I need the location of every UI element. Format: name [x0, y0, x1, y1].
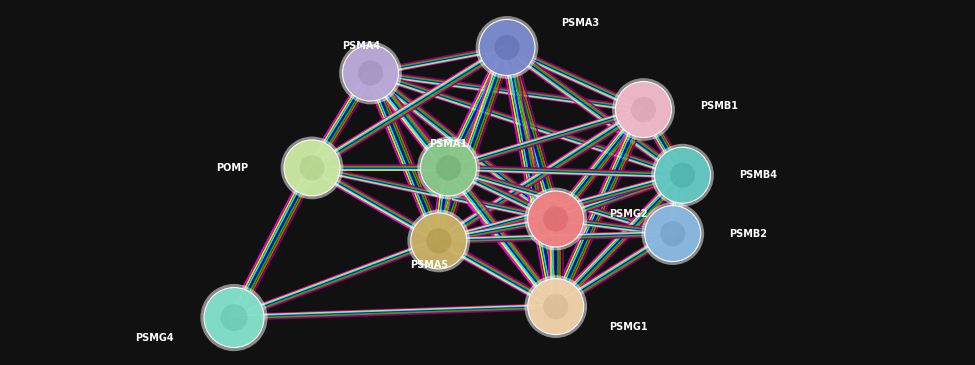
Text: PSMA4: PSMA4	[341, 41, 380, 51]
Ellipse shape	[527, 278, 584, 335]
Ellipse shape	[543, 294, 568, 319]
Ellipse shape	[654, 147, 711, 203]
Ellipse shape	[426, 228, 451, 254]
Ellipse shape	[436, 155, 461, 181]
Ellipse shape	[281, 137, 343, 199]
Ellipse shape	[284, 140, 340, 196]
Ellipse shape	[417, 137, 480, 199]
Ellipse shape	[299, 155, 325, 181]
Ellipse shape	[642, 202, 704, 265]
Text: POMP: POMP	[216, 163, 249, 173]
Ellipse shape	[612, 78, 675, 141]
Ellipse shape	[527, 191, 584, 247]
Ellipse shape	[660, 221, 685, 246]
Ellipse shape	[615, 81, 672, 138]
Text: PSMG2: PSMG2	[609, 208, 648, 219]
Ellipse shape	[204, 288, 264, 347]
Text: PSMA1: PSMA1	[429, 139, 468, 149]
Ellipse shape	[220, 304, 248, 331]
Ellipse shape	[525, 188, 587, 250]
Ellipse shape	[410, 213, 467, 269]
Ellipse shape	[543, 206, 568, 232]
Ellipse shape	[479, 19, 535, 76]
Ellipse shape	[358, 60, 383, 86]
Ellipse shape	[476, 16, 538, 79]
Ellipse shape	[342, 45, 399, 101]
Ellipse shape	[525, 275, 587, 338]
Ellipse shape	[670, 162, 695, 188]
Ellipse shape	[339, 42, 402, 104]
Text: PSMG4: PSMG4	[135, 333, 174, 343]
Ellipse shape	[644, 205, 701, 262]
Ellipse shape	[651, 144, 714, 207]
Text: PSMG1: PSMG1	[609, 322, 648, 332]
Text: PSMB4: PSMB4	[739, 170, 777, 180]
Ellipse shape	[201, 284, 267, 351]
Text: PSMB1: PSMB1	[700, 101, 738, 111]
Ellipse shape	[631, 97, 656, 122]
Text: PSMA3: PSMA3	[561, 18, 599, 28]
Ellipse shape	[494, 35, 520, 60]
Text: PSMB2: PSMB2	[729, 228, 767, 239]
Text: PSMA5: PSMA5	[410, 260, 449, 270]
Ellipse shape	[420, 140, 477, 196]
Ellipse shape	[408, 210, 470, 272]
